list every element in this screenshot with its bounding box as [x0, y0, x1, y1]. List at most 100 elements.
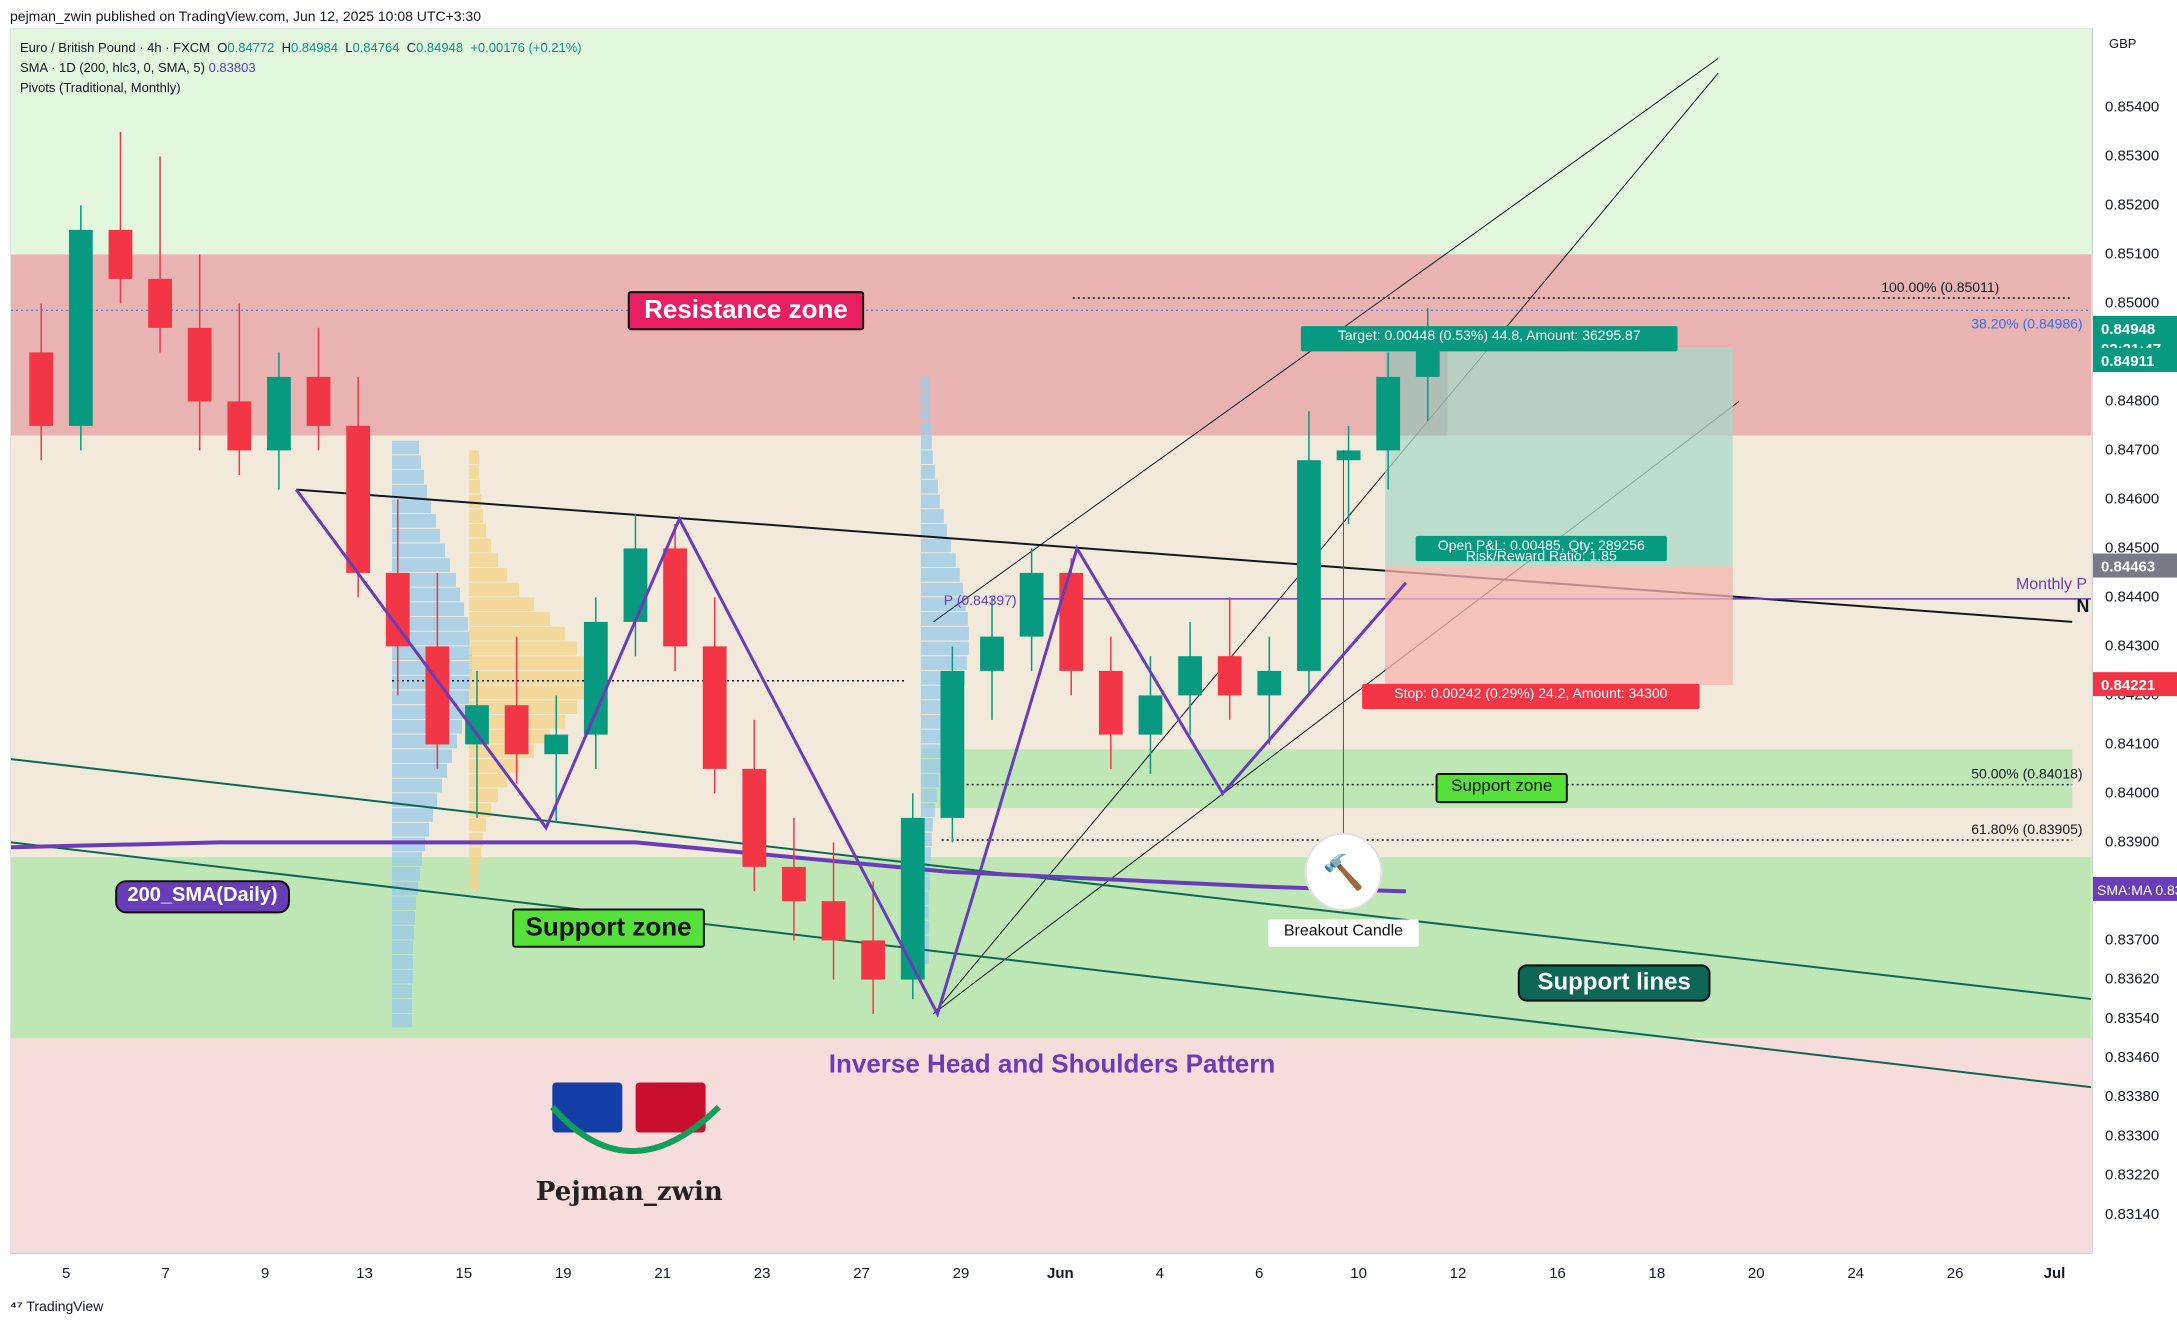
resistance-zone-label-group: Resistance zone [627, 291, 865, 331]
candle-body [663, 548, 687, 647]
price-chart[interactable]: 🔨 Resistance zone Support zone Support zone… [11, 29, 2092, 1253]
candle-body [1098, 670, 1123, 735]
support-lines-label-group: Support lines [1517, 964, 1711, 1002]
volume-profile-bar [920, 509, 944, 523]
volume-profile-bar [469, 597, 535, 612]
price-tick: 0.83220 [2105, 1167, 2159, 1184]
time-tick: 15 [456, 1265, 473, 1282]
volume-profile-bar [920, 553, 956, 567]
volume-profile-bar [392, 984, 413, 999]
candle-body [821, 901, 846, 941]
brand-swoosh [550, 1104, 721, 1154]
candle-body [940, 670, 965, 818]
price-tick: 0.84300 [2105, 637, 2159, 654]
tradingview-footer[interactable]: ⁴⁷ TradingView [10, 1298, 103, 1314]
time-tick: 9 [261, 1265, 269, 1282]
price-tick: 0.85400 [2105, 98, 2159, 115]
open-pl-label-bg [1415, 535, 1667, 562]
candle-body [148, 278, 172, 328]
volume-profile-bar [392, 749, 453, 763]
candle-body [1019, 572, 1044, 637]
price-scale-axis[interactable]: GBP 0.85400 0.85300 0.85200 0.85100 0.85000 0.… [2093, 28, 2177, 1253]
volume-profile-bar [920, 906, 929, 920]
support-lines-label: Support lines [1537, 968, 1690, 995]
price-tick: 0.83540 [2105, 1010, 2159, 1027]
volume-profile-bar [469, 773, 508, 788]
candle-body [267, 376, 291, 451]
candle-body [306, 376, 331, 426]
target-badge-bg [2093, 348, 2177, 373]
support-line-lower [11, 841, 2091, 1089]
time-tick: 26 [1947, 1265, 1964, 1282]
volume-profile-bar [920, 744, 946, 759]
sma-200-line [11, 840, 1407, 894]
volume-profile-bar [392, 602, 465, 616]
legend-h-label: H [281, 40, 291, 55]
breakout-label: Breakout Candle [1284, 923, 1403, 940]
time-tick: 24 [1847, 1265, 1864, 1282]
volume-profile-bar [920, 582, 963, 597]
inverse-hs-pattern-line [295, 488, 1408, 1018]
channel-upper-line [932, 72, 1719, 1015]
price-tick: 0.83380 [2105, 1088, 2159, 1105]
volume-profile-bar [920, 406, 930, 420]
support-lines-label-bg [1517, 964, 1711, 1002]
volume-profile-bar [920, 935, 929, 950]
support-zone-left-label-bg [512, 908, 705, 948]
candle-body [1178, 656, 1202, 696]
volume-profile-bar [469, 509, 484, 523]
volume-profile-bar [392, 822, 430, 837]
volume-profile-bar [920, 832, 932, 847]
stop-label-bg [1362, 683, 1700, 710]
volume-profile-bar [920, 891, 929, 906]
legend-pivots-row[interactable]: Pivots (Traditional, Monthly) [20, 78, 582, 98]
open-pl-label-group: Open P&L: 0.00485, Qty: 289256 [1415, 535, 1667, 562]
volume-profile-bar [920, 612, 968, 626]
open-pl-label: Open P&L: 0.00485, Qty: 289256 [1438, 537, 1645, 553]
volume-profile-bar [469, 656, 587, 670]
volume-profile-bar [920, 523, 947, 538]
candle-body [702, 646, 727, 769]
price-scale[interactable]: GBP 0.85400 0.85300 0.85200 0.85100 0.85000 0.… [2092, 28, 2177, 1253]
rr-label-group: Risk/Reward Ratio: 1.85 [1466, 548, 1617, 564]
volume-profile-bar [920, 450, 933, 465]
volume-profile-bar [920, 656, 967, 670]
legend-c-label: C [406, 40, 417, 55]
volume-profile-bar [469, 641, 578, 656]
volume-profile-bar [920, 950, 929, 964]
candle-body [465, 705, 489, 745]
volume-profile-bar [392, 940, 414, 955]
legend-sma-row[interactable]: SMA · 1D (200, hlc3, 0, SMA, 5) 0.83803 [20, 58, 582, 78]
legend-l-label: L [345, 40, 353, 55]
volume-profile-bar [392, 499, 432, 514]
candle-body [385, 572, 410, 647]
sma-200-label: 200_SMA(Daily) [128, 884, 278, 906]
chart-plot-area[interactable]: 🔨 Resistance zone Support zone Support zone… [10, 28, 2092, 1253]
volume-profile-bar [392, 617, 469, 631]
resistance-zone-label-bg [627, 291, 865, 331]
target-label-group: Target: 0.00448 (0.53%) 44.8, Amount: 36… [1300, 326, 1678, 352]
price-tick: 0.85300 [2105, 147, 2159, 164]
time-scale-axis[interactable]: 5 7 9 13 15 19 21 23 27 29 Jun 4 6 10 12 16 18 20 24 26 Jul [10, 1254, 2092, 1290]
volume-profile-bar [920, 920, 929, 935]
volume-profile-bar [392, 1013, 413, 1028]
n-marker: N [2076, 596, 2089, 616]
legend-symbol-row[interactable]: Euro / British Pound · 4h · FXCM O0.8477… [20, 38, 582, 58]
candle-body [980, 636, 1004, 671]
position-loss-zone [1385, 566, 1733, 686]
support-zone-left-label: Support zone [525, 912, 691, 942]
candle-body [29, 352, 54, 426]
legend-high: 0.84984 [291, 40, 338, 55]
time-scale[interactable]: 5 7 9 13 15 19 21 23 27 29 Jun 4 6 10 12 16 18 20 24 26 Jul [10, 1253, 2092, 1290]
footer-brand: TradingView [26, 1298, 104, 1314]
volume-profile-bar [392, 999, 413, 1013]
candle-body [108, 229, 133, 279]
target-label: Target: 0.00448 (0.53%) 44.8, Amount: 36… [1338, 327, 1641, 343]
chart-legend: Euro / British Pound · 4h · FXCM O0.8477… [20, 38, 582, 98]
volume-profile-bar [469, 553, 499, 567]
pattern-title: Inverse Head and Shoulders Pattern [829, 1049, 1275, 1079]
upper-green-band [11, 29, 2091, 255]
candle-body [544, 734, 569, 755]
volume-profile-bar [920, 538, 951, 553]
sma-badge-label: SMA:MA 0.83803 [2097, 882, 2177, 898]
